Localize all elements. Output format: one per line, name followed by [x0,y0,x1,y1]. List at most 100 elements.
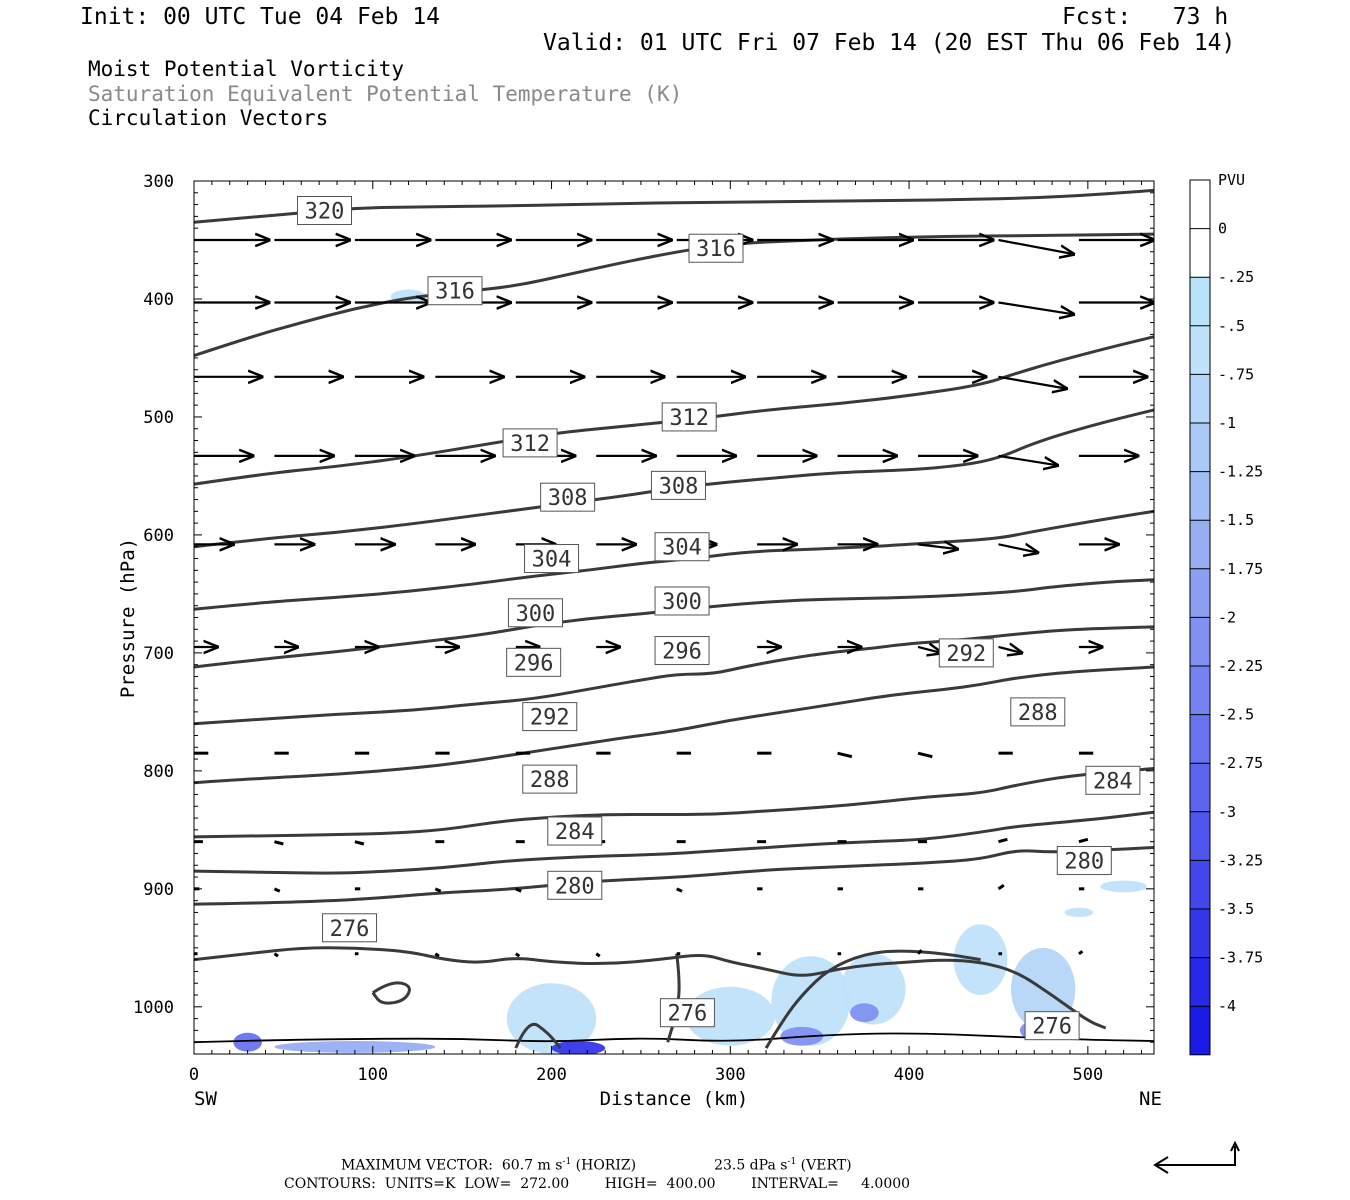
contour-label-box [540,482,596,512]
pv-patch [506,983,597,1054]
colorbar-box [1190,763,1210,812]
thetae-contour-316 [194,232,1154,358]
contour-label-text: 276 [1032,1015,1072,1040]
y-tick-label: 500 [143,408,174,428]
contour-label: 316 [688,233,744,263]
contour-label-box [322,913,378,943]
colorbar-tick-label: -3.5 [1218,900,1254,918]
max-vector-vert: 23.5 dPa s [714,1157,788,1174]
contour-label-box [654,586,710,616]
contour-label-text: 316 [435,280,475,305]
x-tick-label: 300 [715,1065,746,1085]
thetae-contour-fragment [666,953,681,1043]
contour-label: 292 [938,638,994,668]
colorbar-tick-label: -2.5 [1218,706,1254,724]
thetae-contour-closed [371,981,411,1005]
contour-label-box [654,636,710,666]
colorbar-box [1190,714,1210,764]
colorbar-box [1190,666,1210,715]
contour-label-box [1024,1011,1080,1041]
circulation-vector [998,647,1021,653]
circulation-vector [354,840,365,846]
y-tick-label: 400 [143,290,174,310]
circulation-vector [998,454,1057,465]
pv-patch [1064,907,1094,918]
contour-label-text: 308 [548,486,588,511]
contour-label: 288 [522,764,578,794]
contour-label-box [522,764,578,794]
colorbar-tick-label: -.25 [1218,268,1254,286]
pv-patch [771,956,851,1046]
contour-info-line: CONTOURS: UNITS=K LOW= 272.00 HIGH= 400.… [284,1176,911,1192]
contour-label: 276 [659,998,715,1028]
contour-label: 280 [1056,846,1112,876]
contour-label-box [938,638,994,668]
contour-label: 288 [1010,697,1066,727]
x-axis-title: Distance (km) [600,1088,749,1110]
circulation-vector [676,887,683,893]
contour-label-text: 304 [662,536,702,561]
colorbar-tick-label: -3.75 [1218,949,1263,967]
colorbar-tick-label: -4 [1218,997,1236,1015]
contour-label-text: 284 [1093,769,1133,794]
thetae-contour-300 [194,578,1154,669]
circulation-vector [595,952,601,958]
colorbar-box [1190,617,1210,666]
circulation-vector [998,544,1037,552]
circulation-vector [997,884,1005,891]
thetae-contour-288 [194,767,1154,839]
thetae-contour-276 [194,946,1107,1030]
pv-patch [274,1041,436,1053]
contour-label: 304 [654,532,710,562]
max-vector-horiz: MAXIMUM VECTOR: 60.7 m s [341,1157,563,1174]
y-tick-label: 300 [143,172,174,192]
contour-label-box [297,195,353,225]
thetae-contour-fragment [514,1022,562,1050]
pv-patch [1100,880,1147,893]
contour-label: 312 [502,428,558,458]
contour-label-text: 296 [662,640,702,665]
circulation-vector [1078,950,1084,955]
contour-label: 276 [322,913,378,943]
max-vector-horiz-exp: -1 [562,1157,572,1167]
field-name-vectors: Circulation Vectors [88,106,329,130]
circulation-vector [434,952,440,958]
contour-label-text: 276 [668,1002,708,1027]
circulation-vector [273,887,281,893]
circulation-vector [274,840,284,846]
contour-label: 308 [540,482,596,512]
contour-label: 284 [1085,765,1141,795]
circulation-vector [916,949,923,955]
colorbar-tick-label: -1.5 [1218,511,1254,529]
x-tick-label: 0 [189,1065,199,1085]
colorbar-box [1190,471,1210,521]
contour-label-text: 316 [696,237,736,262]
contour-label-text: 312 [669,406,709,431]
colorbar-box [1190,325,1210,375]
pv-patch [233,1032,262,1052]
thetae-contour-292 [194,665,1154,785]
contour-label: 284 [547,816,603,846]
contour-label: 308 [650,470,706,500]
contour-label: 304 [524,544,580,574]
x-end-label-ne: NE [1139,1088,1162,1110]
colorbar-box [1190,909,1210,958]
contour-label-box [650,470,706,500]
contour-label: 276 [1024,1011,1080,1041]
colorbar-box [1190,180,1210,229]
colorbar-box [1190,568,1210,618]
contour-label: 312 [661,402,717,432]
max-vector-vert-exp: -1 [787,1157,797,1167]
colorbar-box [1190,1006,1210,1055]
valid-time: Valid: 01 UTC Fri 07 Feb 14 (20 EST Thu … [543,30,1236,56]
colorbar-tick-label: -1 [1218,414,1236,432]
y-tick-label: 800 [143,762,174,782]
y-tick-label: 1000 [133,998,174,1018]
contour-label-text: 280 [555,874,595,899]
colorbar-tick-label: -2 [1218,608,1236,626]
pv-patch [850,1003,879,1023]
colorbar-box [1190,860,1210,909]
contour-label-box [654,532,710,562]
colorbar-tick-label: -1.75 [1218,560,1263,578]
contour-label-text: 300 [516,602,556,627]
